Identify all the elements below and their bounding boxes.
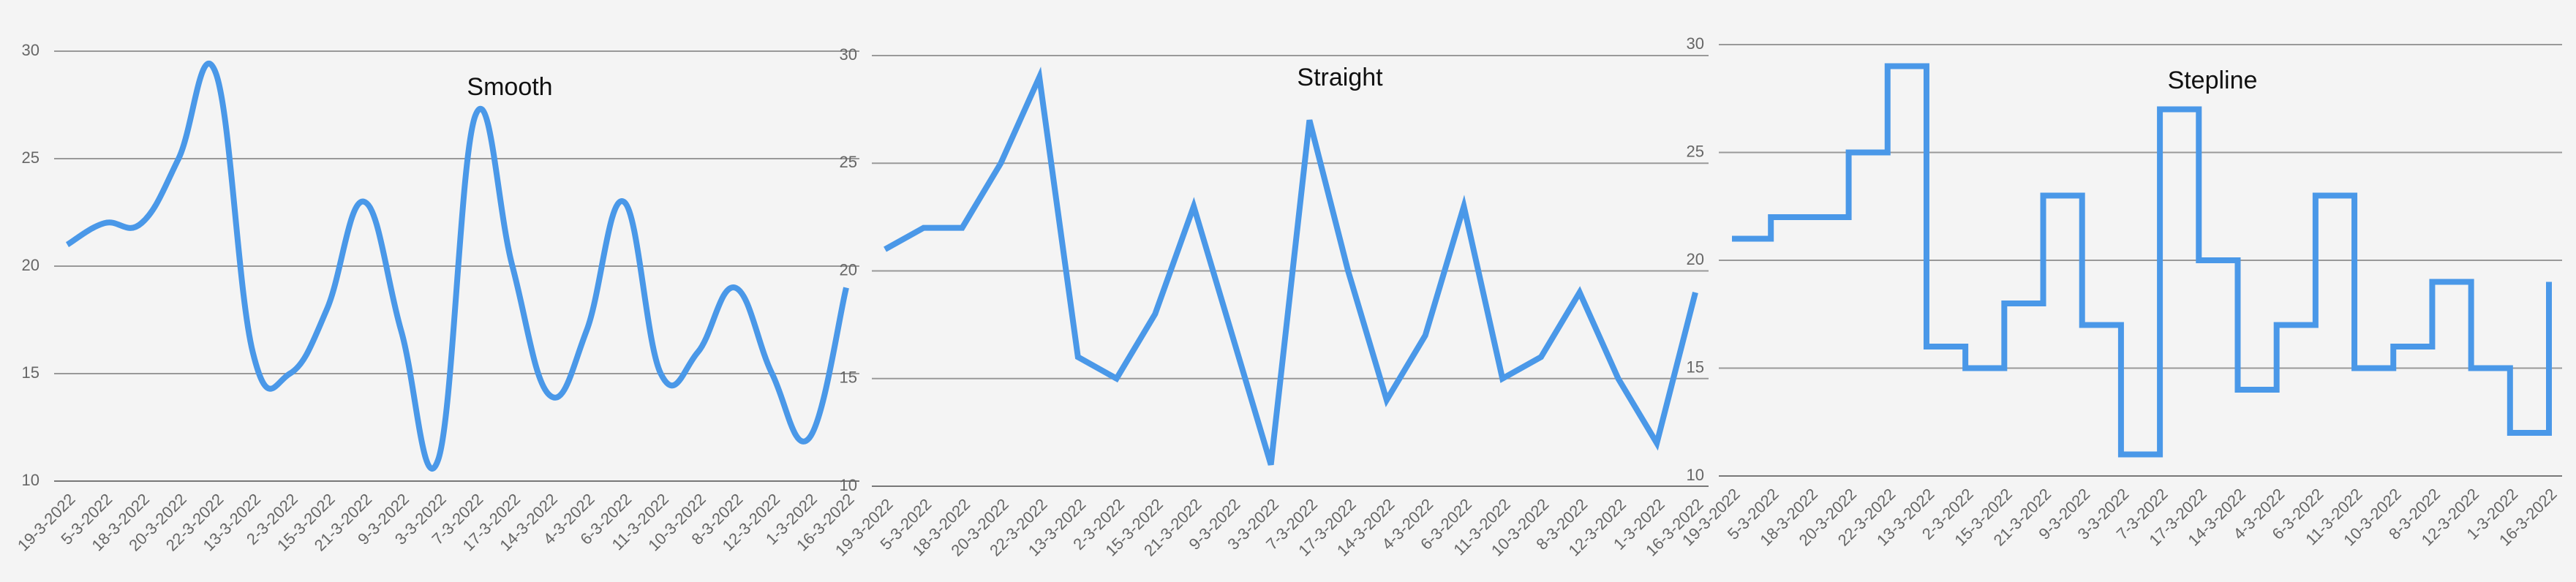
chart-title: Straight [1297,64,1383,91]
y-tick-label: 20 [840,260,857,279]
y-tick-label: 20 [22,256,39,274]
y-tick-label: 10 [840,476,857,494]
y-tick-label: 15 [22,363,39,382]
y-tick-label: 10 [1687,466,1704,484]
y-tick-label: 25 [840,153,857,171]
y-tick-label: 15 [1687,358,1704,376]
y-tick-label: 15 [840,369,857,387]
chart-title: Smooth [467,73,552,101]
y-tick-label: 30 [1687,34,1704,53]
y-tick-label: 10 [22,471,39,489]
line [1732,63,2552,458]
y-tick-label: 30 [22,41,39,59]
y-tick-label: 25 [22,148,39,167]
line [884,67,1698,466]
y-tick-label: 30 [840,45,857,64]
y-tick-label: 20 [1687,250,1704,268]
line [65,61,849,472]
chart-title: Stepline [2168,67,2258,94]
y-tick-label: 25 [1687,142,1704,160]
